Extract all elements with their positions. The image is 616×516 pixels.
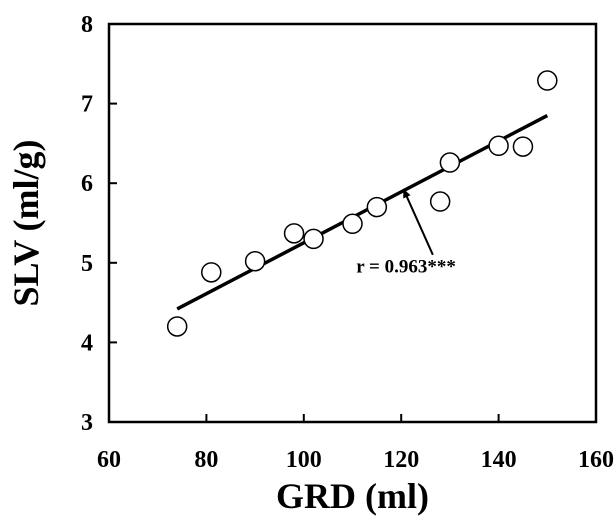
y-tick-label: 3 [81,410,93,436]
data-point [366,196,388,218]
x-axis-ticks [108,414,597,422]
y-tick-label: 5 [81,251,93,277]
x-tick-label: 160 [578,447,614,473]
x-tick-label: 80 [194,447,218,473]
data-point [166,316,188,337]
data-point [244,250,266,272]
correlation-annotation: r = 0.963*** [356,256,456,277]
data-point [429,191,451,212]
y-axis-title: SLV (ml/g) [6,139,46,306]
data-point [512,136,534,157]
annotation-arrow [402,188,434,256]
x-tick-label: 60 [97,447,121,473]
data-points [166,70,558,337]
x-axis-title: GRD (ml) [276,476,429,516]
data-point [283,223,305,244]
data-point [439,152,461,173]
y-tick-label: 6 [81,171,93,197]
regression-line [176,113,549,311]
y-tick-label: 7 [81,92,93,118]
x-tick-label: 100 [286,447,322,473]
data-point [537,70,558,91]
x-tick-label: 140 [481,447,517,473]
x-tick-label: 120 [383,447,419,473]
data-point [342,213,363,235]
x-axis-tick-labels: 60 80 100 120 140 160 [97,447,614,473]
y-axis-tick-labels: 3 4 5 6 7 8 [81,12,93,436]
data-point [303,228,324,250]
y-axis-ticks [109,23,117,423]
y-tick-label: 4 [81,330,93,356]
data-point [488,135,509,157]
y-tick-label: 8 [81,12,93,38]
data-point [201,262,222,283]
plot-frame [107,22,598,424]
